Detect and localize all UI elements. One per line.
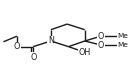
Text: O: O — [14, 42, 20, 51]
Text: OH: OH — [79, 48, 91, 57]
Text: Me: Me — [117, 42, 128, 48]
Text: O: O — [98, 32, 104, 41]
Text: N: N — [48, 36, 54, 46]
Text: O: O — [98, 41, 104, 50]
Text: O: O — [30, 53, 36, 62]
Text: Me: Me — [117, 33, 128, 39]
